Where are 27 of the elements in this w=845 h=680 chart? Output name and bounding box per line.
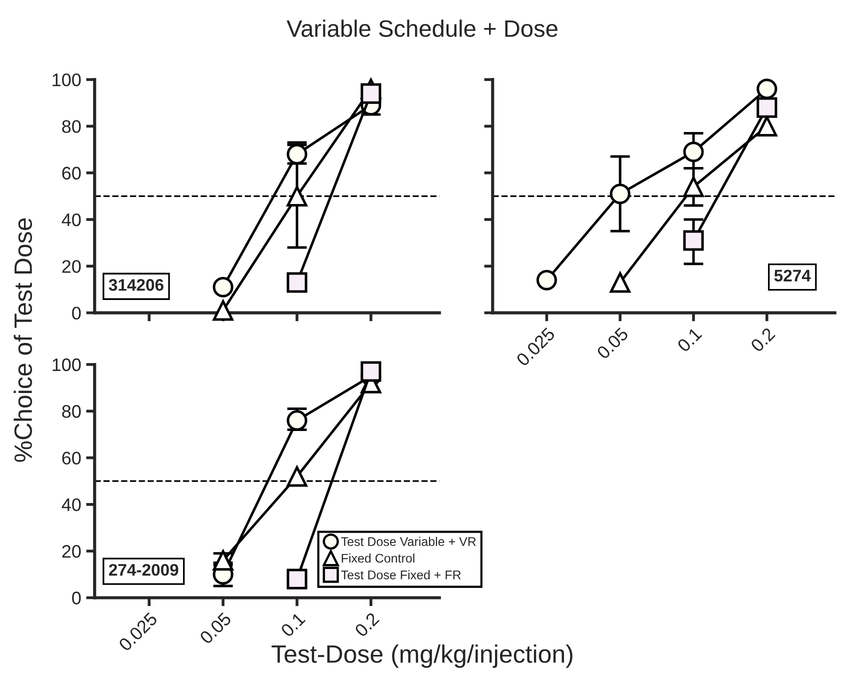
y-tick-label: 60	[62, 166, 81, 180]
y-tick-label: 60	[62, 452, 81, 464]
annotation: 5274	[774, 270, 811, 282]
y-tick-label: 20	[62, 260, 81, 273]
chart-title: Variable Schedule + Dose	[286, 20, 558, 37]
y-tick-label: 100	[52, 358, 81, 372]
y-tick-label: 80	[62, 120, 81, 133]
y-tick-label: 20	[62, 545, 81, 558]
y-tick-label: 40	[62, 498, 81, 512]
legend-label: Test Dose Variable + VR	[341, 536, 476, 546]
x-tick-label: 0.2	[750, 326, 776, 353]
annotation: 274-2009	[109, 564, 178, 576]
x-tick-label: 0.1	[676, 326, 702, 353]
x-tick-label: 0.05	[596, 326, 629, 360]
y-tick-label: 100	[52, 73, 81, 86]
annotation: 314206	[108, 279, 164, 291]
x-tick-label: 0.05	[199, 612, 232, 645]
y-tick-label: 0	[72, 592, 81, 604]
y-tick-label: 40	[62, 213, 81, 226]
y-tick-label: 80	[62, 405, 81, 418]
y-axis-title: %Choice of Test Dose	[14, 218, 32, 462]
x-tick-label: 0.2	[354, 612, 380, 638]
x-axis-title: Test-Dose (mg/kg/injection)	[272, 644, 572, 668]
x-tick-label: 0.1	[280, 612, 306, 638]
legend-label: Fixed Control	[342, 554, 414, 563]
y-tick-label: 0	[72, 306, 81, 320]
legend-label: Test Dose Fixed + FR	[341, 570, 461, 580]
